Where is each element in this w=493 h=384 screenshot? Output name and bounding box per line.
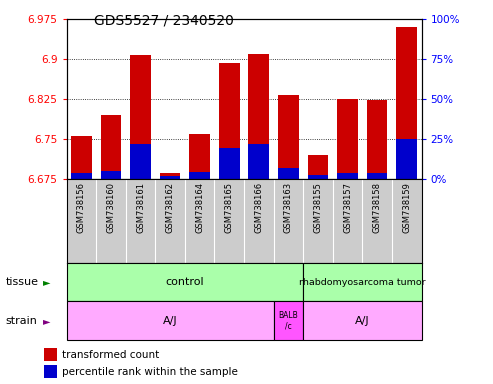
Bar — [44, 365, 57, 379]
Text: ►: ► — [43, 316, 51, 326]
Bar — [130, 144, 151, 179]
Bar — [396, 139, 417, 179]
Text: GSM738165: GSM738165 — [225, 182, 234, 233]
Bar — [44, 348, 57, 361]
Text: GSM738155: GSM738155 — [314, 182, 322, 233]
Bar — [367, 173, 387, 179]
Bar — [67, 301, 274, 340]
Bar — [101, 170, 121, 179]
Text: percentile rank within the sample: percentile rank within the sample — [62, 367, 238, 377]
Text: GSM738159: GSM738159 — [402, 182, 411, 233]
Bar — [396, 27, 417, 179]
Bar — [101, 115, 121, 179]
Text: control: control — [166, 277, 204, 287]
Text: GSM738166: GSM738166 — [254, 182, 263, 233]
Bar — [274, 301, 303, 340]
Bar — [219, 63, 240, 179]
Text: strain: strain — [6, 316, 38, 326]
Bar — [308, 155, 328, 179]
Bar — [219, 148, 240, 179]
Bar — [67, 263, 303, 301]
Text: GSM738164: GSM738164 — [195, 182, 204, 233]
Bar — [71, 173, 92, 179]
Text: ►: ► — [43, 277, 51, 287]
Bar — [189, 172, 210, 179]
Bar — [130, 55, 151, 179]
Text: GSM738157: GSM738157 — [343, 182, 352, 233]
Bar — [367, 101, 387, 179]
Text: GSM738158: GSM738158 — [373, 182, 382, 233]
Text: GSM738163: GSM738163 — [284, 182, 293, 233]
Text: A/J: A/J — [355, 316, 370, 326]
Text: tissue: tissue — [6, 277, 39, 287]
Bar — [189, 134, 210, 179]
Bar — [248, 144, 269, 179]
Bar — [160, 173, 180, 179]
Bar — [337, 173, 358, 179]
Bar — [278, 168, 299, 179]
Bar — [71, 136, 92, 179]
Text: rhabdomyosarcoma tumor: rhabdomyosarcoma tumor — [299, 278, 425, 287]
Bar — [303, 263, 422, 301]
Bar — [160, 176, 180, 179]
Bar — [308, 175, 328, 179]
Bar — [303, 301, 422, 340]
Text: BALB
/c: BALB /c — [279, 311, 298, 330]
Text: GSM738162: GSM738162 — [166, 182, 175, 233]
Bar — [278, 94, 299, 179]
Text: A/J: A/J — [163, 316, 177, 326]
Bar — [248, 54, 269, 179]
Text: transformed count: transformed count — [62, 349, 159, 359]
Bar — [337, 99, 358, 179]
Text: GSM738160: GSM738160 — [106, 182, 115, 233]
Text: GSM738161: GSM738161 — [136, 182, 145, 233]
Text: GDS5527 / 2340520: GDS5527 / 2340520 — [94, 13, 234, 27]
Text: GSM738156: GSM738156 — [77, 182, 86, 233]
